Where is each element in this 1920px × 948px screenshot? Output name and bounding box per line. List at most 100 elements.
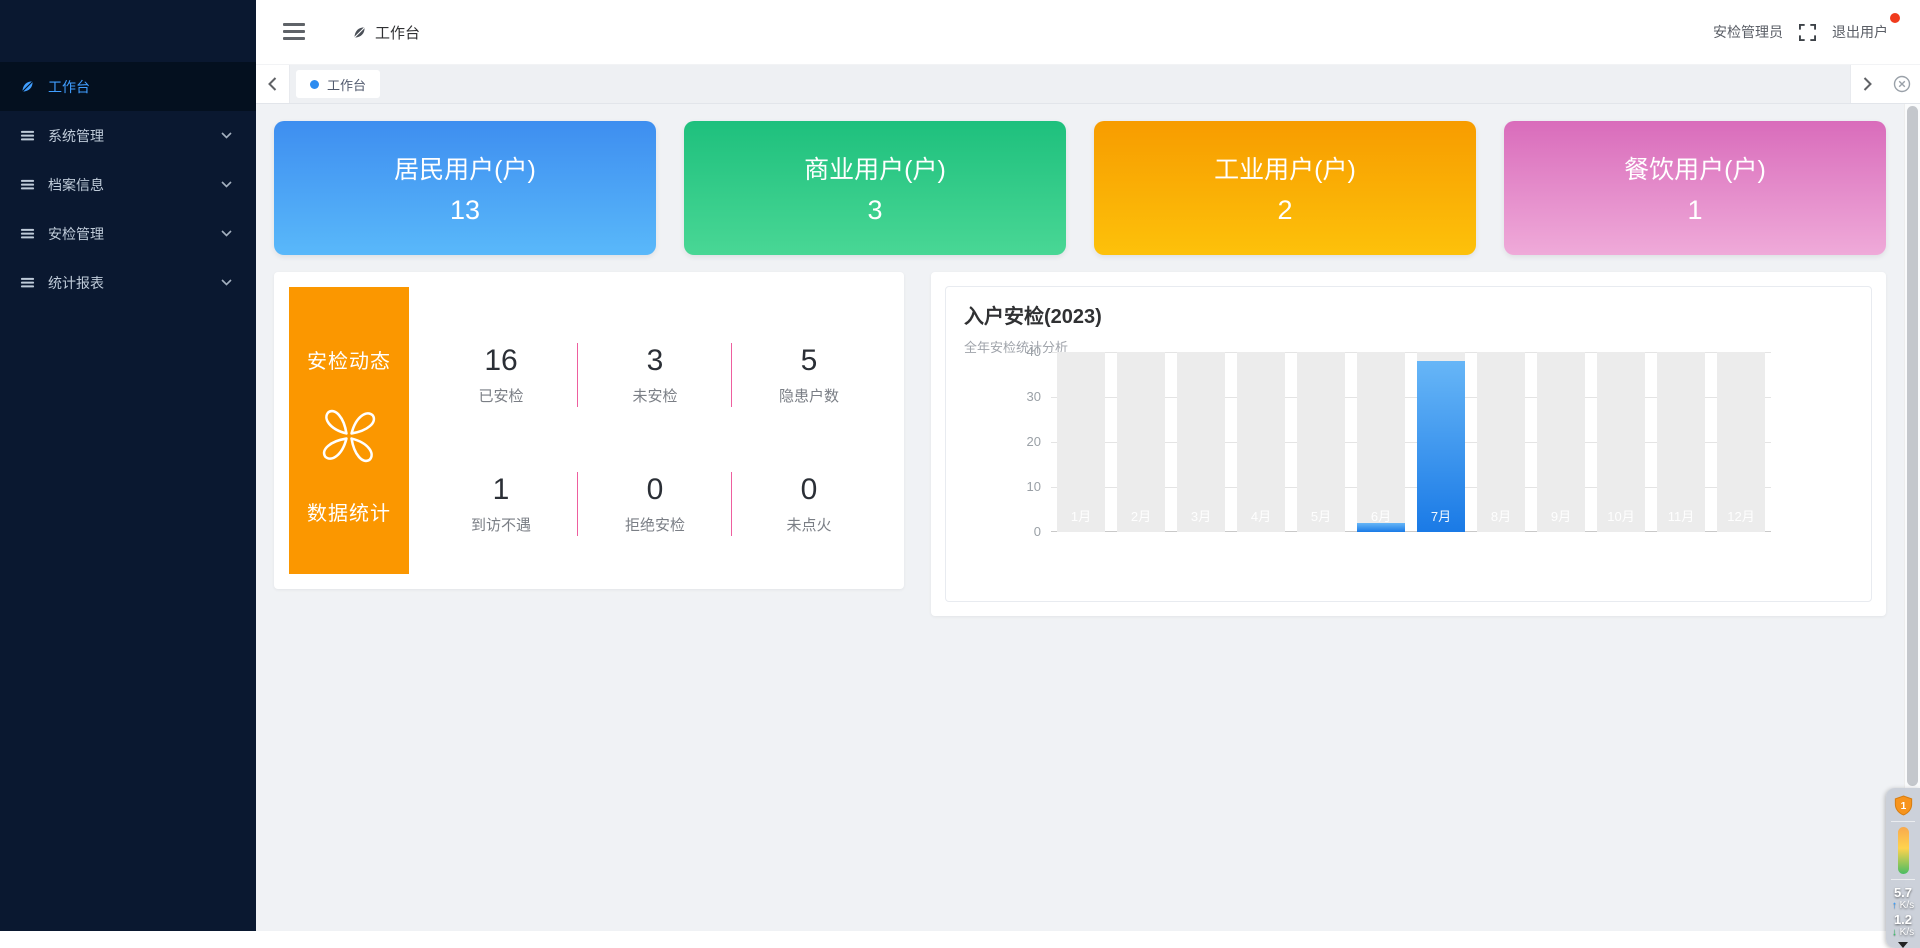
safety-stat-cell: 0 拒绝安检 — [578, 440, 732, 570]
leaf-icon — [352, 25, 367, 40]
y-axis-tick-label: 10 — [1007, 479, 1041, 494]
bar-background — [1237, 352, 1285, 532]
safety-stat-value: 3 — [647, 344, 664, 378]
list-icon — [20, 177, 35, 192]
sidebar-item-safety-inspection-management[interactable]: 安检管理 — [0, 209, 256, 258]
bar-slot-5月: 5月 — [1291, 352, 1351, 532]
fullscreen-icon[interactable] — [1799, 24, 1816, 41]
bar-slot-11月: 11月 — [1651, 352, 1711, 532]
y-axis-tick-label: 0 — [1007, 524, 1041, 539]
upload-speed-unit: K/s — [1900, 900, 1914, 911]
chevron-down-icon — [221, 279, 232, 286]
tab-bar: 工作台 — [256, 64, 1920, 104]
bar-background — [1177, 352, 1225, 532]
x-axis-month-label: 5月 — [1291, 506, 1351, 525]
x-axis-month-label: 6月 — [1351, 506, 1411, 525]
chevron-down-icon — [221, 230, 232, 237]
sidebar-item-workbench[interactable]: 工作台 — [0, 62, 256, 111]
stat-card-value: 13 — [450, 195, 480, 226]
leaf-icon — [20, 79, 35, 94]
bar-slot-8月: 8月 — [1471, 352, 1531, 532]
sidebar-item-system-management[interactable]: 系统管理 — [0, 111, 256, 160]
sidebar-item-statistics-report[interactable]: 统计报表 — [0, 258, 256, 307]
tab-options-button[interactable] — [1884, 65, 1920, 103]
tabs-zone: 工作台 — [290, 65, 1850, 103]
bar-background — [1597, 352, 1645, 532]
bar-slot-4月: 4月 — [1231, 352, 1291, 532]
sidebar-item-label: 统计报表 — [48, 273, 104, 293]
tab-label: 工作台 — [327, 75, 366, 94]
safety-stat-cell: 5 隐患户数 — [732, 310, 886, 440]
tab-workbench[interactable]: 工作台 — [296, 70, 380, 98]
x-axis-month-label: 12月 — [1711, 506, 1771, 525]
stat-card-catering[interactable]: 餐饮用户(户)1 — [1504, 121, 1886, 255]
bar-slot-2月: 2月 — [1111, 352, 1171, 532]
notification-dot — [1890, 13, 1900, 23]
shield-badge-icon: 1 — [1893, 795, 1914, 816]
pinwheel-icon — [320, 407, 378, 465]
y-axis-tick-label: 40 — [1007, 344, 1041, 359]
breadcrumb-label: 工作台 — [375, 22, 420, 43]
bar-slot-12月: 12月 — [1711, 352, 1771, 532]
sidebar: 工作台系统管理档案信息安检管理统计报表 — [0, 0, 256, 931]
safety-stat-label: 已安检 — [478, 385, 523, 406]
x-axis-month-label: 3月 — [1171, 506, 1231, 525]
stat-card-commercial[interactable]: 商业用户(户)3 — [684, 121, 1066, 255]
widget-collapse-arrow[interactable] — [1898, 942, 1908, 948]
sidebar-item-label: 档案信息 — [48, 175, 104, 195]
safety-stat-label: 隐患户数 — [779, 385, 839, 406]
close-circle-icon — [1893, 75, 1911, 93]
scrollbar-thumb[interactable] — [1907, 106, 1918, 786]
stat-card-value: 1 — [1687, 195, 1702, 226]
download-speed-value: 1.2 — [1894, 912, 1912, 927]
sidebar-item-label: 安检管理 — [48, 224, 104, 244]
x-axis-month-label: 11月 — [1651, 506, 1711, 525]
logout-button[interactable]: 退出用户 — [1832, 22, 1892, 42]
chart-title: 入户安检(2023) — [964, 300, 1853, 329]
active-tab-dot-icon — [310, 80, 319, 89]
tabs-scroll-left-button[interactable] — [256, 65, 290, 103]
breadcrumb: 工作台 — [352, 22, 420, 43]
bar-background — [1297, 352, 1345, 532]
sidebar-item-label: 工作台 — [48, 77, 90, 97]
stat-card-resident[interactable]: 居民用户(户)13 — [274, 121, 656, 255]
safety-stat-label: 未点火 — [786, 514, 831, 535]
bar-background — [1477, 352, 1525, 532]
stat-card-title: 工业用户(户) — [1214, 150, 1356, 186]
safety-stat-value: 0 — [801, 473, 818, 507]
stat-card-industrial[interactable]: 工业用户(户) 2 — [1094, 121, 1476, 255]
banner-subtitle: 数据统计 — [307, 497, 391, 526]
bar-slot-6月: 6月 — [1351, 352, 1411, 532]
x-axis-month-label: 4月 — [1231, 506, 1291, 525]
x-axis-month-label: 2月 — [1111, 506, 1171, 525]
upload-speed-value: 5.7 — [1894, 885, 1912, 900]
bar-background — [1117, 352, 1165, 532]
net-speed-monitor-widget[interactable]: 1 5.7 ↑ K/s 1.2 ↓ K/s — [1886, 788, 1920, 948]
tabs-scroll-right-button[interactable] — [1850, 65, 1884, 103]
list-icon — [20, 128, 35, 143]
hamburger-menu-icon[interactable] — [283, 23, 305, 40]
y-axis-tick-label: 30 — [1007, 389, 1041, 404]
bar-slot-7月: 7月 — [1411, 352, 1471, 532]
username-label: 安检管理员 — [1713, 22, 1783, 42]
stat-card-value: 2 — [1277, 195, 1292, 226]
download-arrow-icon: ↓ — [1892, 927, 1897, 938]
bar-background — [1717, 352, 1765, 532]
stat-card-title: 商业用户(户) — [804, 150, 946, 186]
safety-stat-value: 0 — [647, 473, 664, 507]
bar-slot-9月: 9月 — [1531, 352, 1591, 532]
health-gauge-icon — [1898, 827, 1909, 874]
safety-banner: 安检动态 数据统计 — [289, 287, 409, 574]
sidebar-item-archive-info[interactable]: 档案信息 — [0, 160, 256, 209]
safety-stat-value: 5 — [801, 344, 818, 378]
list-icon — [20, 275, 35, 290]
chevron-down-icon — [221, 181, 232, 188]
header: 工作台 安检管理员 退出用户 — [256, 0, 1920, 64]
safety-stat-label: 拒绝安检 — [625, 514, 685, 535]
